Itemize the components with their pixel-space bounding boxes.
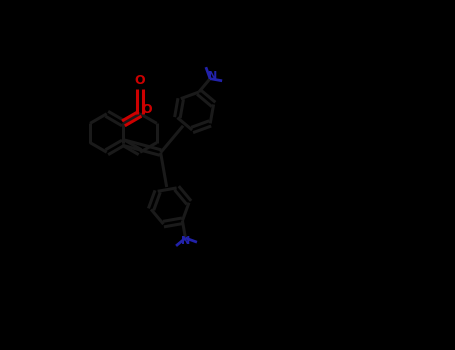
Text: O: O [135, 74, 146, 87]
Text: N: N [207, 71, 217, 81]
Text: N: N [181, 237, 190, 246]
Text: O: O [141, 103, 152, 116]
